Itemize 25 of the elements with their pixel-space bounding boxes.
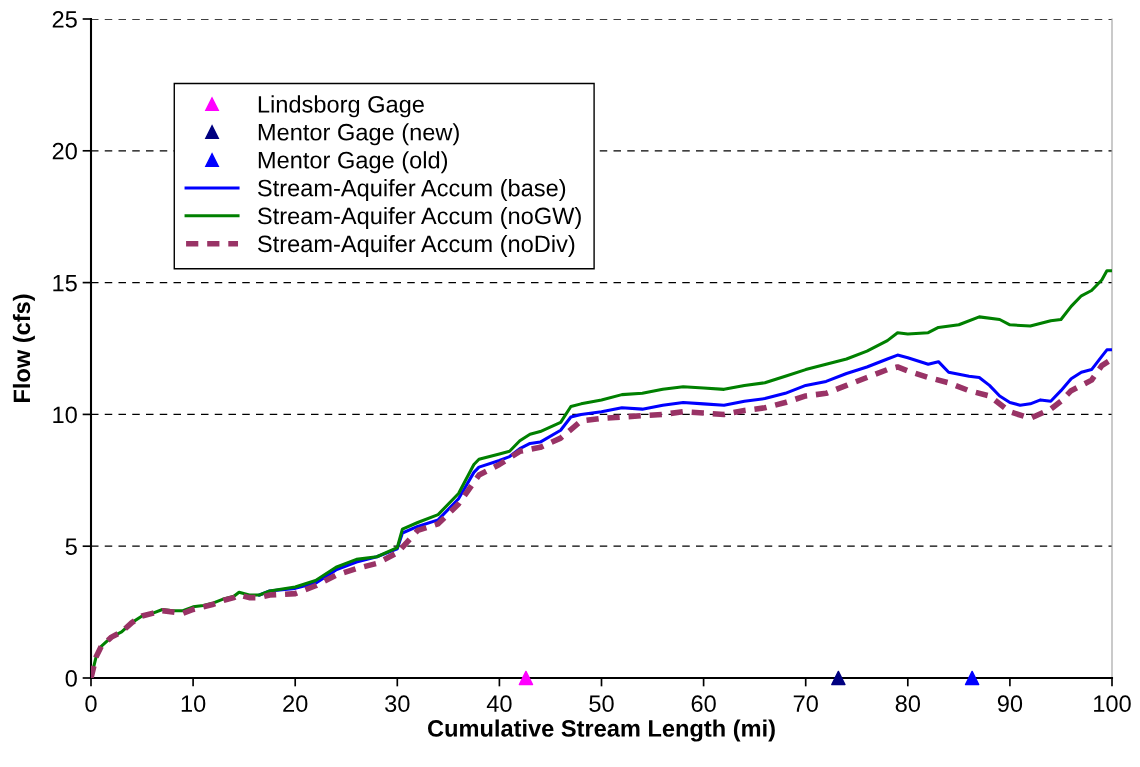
legend-label: Stream-Aquifer Accum (noDiv) (257, 234, 575, 257)
x-tick-label: 50 (589, 695, 614, 713)
x-axis-title: Cumulative Stream Length (mi) (428, 719, 775, 742)
legend-label: Lindsborg Gage (258, 95, 424, 118)
legend-label: Mentor Gage (old) (258, 151, 448, 174)
y-tick-label: 5 (65, 538, 77, 555)
y-tick-label: 25 (52, 11, 77, 28)
x-tick-label: 60 (691, 695, 716, 713)
x-tick-label: 80 (895, 695, 921, 713)
y-tick-label: 0 (65, 670, 77, 687)
y-tick-label: 15 (53, 274, 77, 292)
legend-label: Stream-Aquifer Accum (base) (257, 179, 566, 202)
x-tick-label: 70 (793, 695, 818, 713)
x-tick-label: 20 (283, 695, 308, 713)
y-tick-label: 10 (53, 406, 77, 424)
y-tick-label: 20 (52, 142, 77, 160)
legend-label: Stream-Aquifer Accum (noGW) (257, 206, 581, 229)
x-tick-label: 40 (486, 695, 512, 713)
x-tick-label: 30 (385, 695, 410, 713)
x-tick-label: 0 (85, 695, 97, 713)
x-tick-label: 10 (181, 695, 206, 713)
y-axis-title: Flow (cfs) (12, 294, 35, 403)
legend-label: Mentor Gage (new) (258, 123, 459, 146)
x-tick-label: 90 (997, 695, 1023, 713)
x-tick-label: 100 (1094, 695, 1131, 713)
